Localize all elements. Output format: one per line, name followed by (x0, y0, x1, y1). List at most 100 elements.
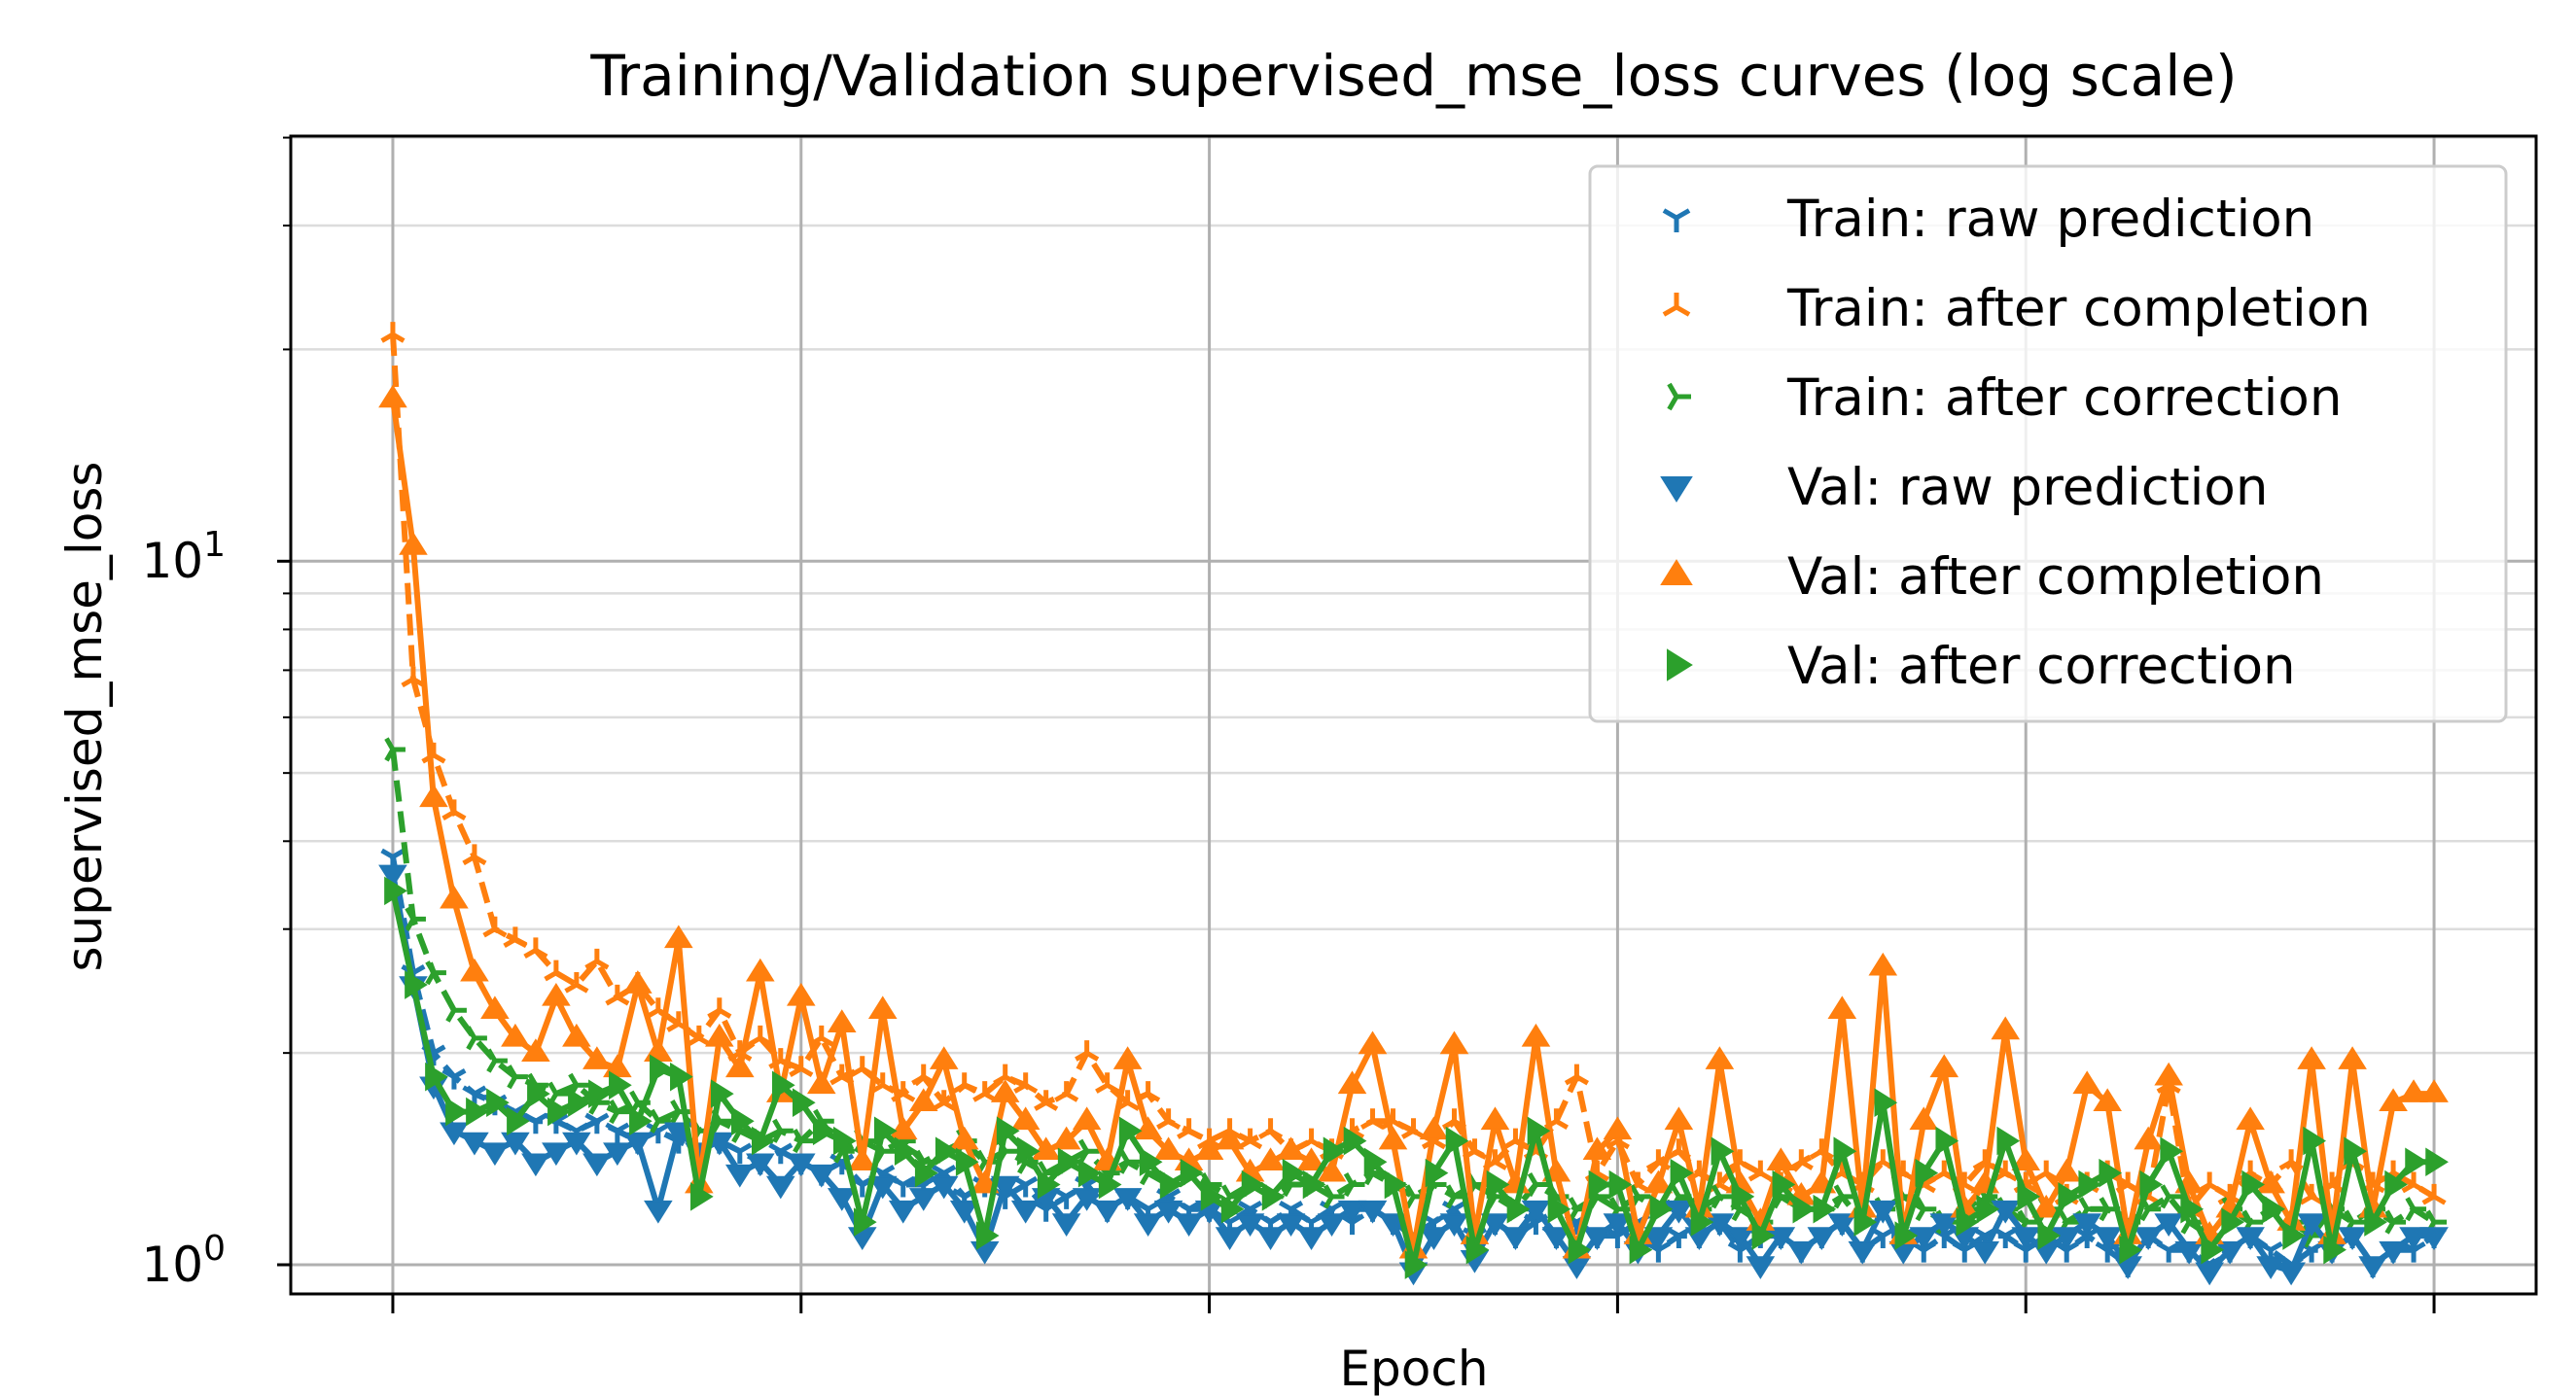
data-point-marker (378, 864, 407, 889)
data-point-marker (1013, 1072, 1039, 1094)
data-point-marker (1031, 1136, 1061, 1161)
data-point-marker (562, 1132, 591, 1156)
data-point-marker (1807, 1227, 1837, 1250)
data-point-marker (1915, 1158, 1939, 1188)
data-point-marker (1772, 1169, 1796, 1200)
data-point-marker (501, 1132, 530, 1156)
data-point-marker (1827, 1213, 1857, 1237)
data-point-marker (970, 1169, 1000, 1194)
data-point-marker (1358, 1030, 1388, 1055)
legend-marker-icon (1660, 476, 1693, 503)
data-point-marker (445, 997, 467, 1023)
data-point-marker (462, 844, 487, 866)
data-point-marker (521, 1038, 550, 1062)
data-point-marker (1711, 1136, 1735, 1167)
data-point-marker (1077, 1158, 1102, 1188)
data-point-marker (384, 876, 407, 906)
data-point-marker (929, 1046, 959, 1069)
legend: Train: raw prediction Train: after compl… (1588, 164, 2508, 723)
data-point-marker (2419, 1079, 2449, 1102)
data-point-marker (460, 958, 489, 982)
data-point-marker (1235, 1213, 1265, 1237)
data-point-marker (2160, 1136, 2184, 1167)
data-point-marker (853, 1207, 877, 1237)
data-point-marker (1541, 1227, 1571, 1250)
data-point-marker (1118, 1116, 1143, 1146)
data-point-marker (384, 737, 406, 762)
data-point-marker (1054, 1081, 1079, 1102)
data-point-marker (2384, 1209, 2407, 1235)
data-point-marker (2323, 1235, 2347, 1265)
data-point-marker (705, 1023, 734, 1047)
data-point-marker (644, 1200, 673, 1224)
y-tick-label-1: 101 (141, 525, 226, 589)
data-point-marker (793, 1129, 814, 1154)
data-point-marker (441, 1067, 467, 1090)
data-point-marker (1296, 1227, 1326, 1250)
data-point-marker (2405, 1197, 2427, 1222)
data-point-marker (2119, 1235, 2143, 1265)
data-point-marker (1827, 995, 1857, 1020)
data-point-marker (1343, 1126, 1367, 1156)
data-point-marker (460, 1132, 489, 1156)
data-point-marker (1337, 1200, 1367, 1224)
data-point-marker (609, 1070, 632, 1100)
data-point-marker (507, 1064, 528, 1090)
data-point-marker (1445, 1126, 1469, 1156)
data-point-marker (1929, 1213, 1959, 1237)
data-point-marker (425, 960, 446, 986)
data-point-marker (1664, 1200, 1694, 1224)
data-point-marker (1034, 1090, 1059, 1111)
data-point-marker (2037, 1221, 2062, 1250)
data-point-marker (789, 1056, 814, 1077)
data-point-marker (2134, 1126, 2163, 1150)
data-point-marker (1092, 1200, 1122, 1224)
data-point-marker (670, 1062, 693, 1092)
x-axis-label: Epoch (1339, 1341, 1488, 1396)
data-point-marker (2215, 1240, 2244, 1265)
data-point-marker (480, 1142, 510, 1167)
data-point-marker (1956, 1207, 1980, 1237)
data-point-marker (1095, 1072, 1120, 1094)
data-point-marker (1200, 1182, 1224, 1211)
data-point-marker (1215, 1126, 1245, 1150)
data-point-marker (2241, 1169, 2266, 1200)
data-point-marker (1010, 1106, 1041, 1131)
y-tick-label-0: 100 (141, 1229, 226, 1293)
data-point-marker (1853, 1207, 1878, 1237)
data-point-marker (806, 1070, 836, 1095)
data-point-marker (2031, 1194, 2062, 1218)
data-point-marker (771, 1070, 795, 1100)
series-layer (378, 322, 2449, 1286)
data-point-marker (2405, 1147, 2428, 1177)
data-point-marker (847, 1147, 877, 1171)
data-point-marker (1112, 1188, 1143, 1211)
legend-label-train-completion: Train: after completion (1786, 279, 2371, 338)
data-point-marker (605, 1122, 630, 1144)
data-point-marker (588, 1079, 612, 1108)
data-point-marker (501, 1023, 530, 1047)
data-point-marker (1363, 1147, 1388, 1177)
data-point-marker (1194, 1136, 1224, 1161)
data-point-marker (955, 1147, 979, 1177)
data-point-marker (503, 926, 528, 949)
data-point-marker (1664, 1106, 1694, 1131)
data-point-marker (707, 997, 732, 1019)
data-point-marker (1072, 1106, 1102, 1131)
data-point-marker (1970, 1240, 2000, 1265)
data-point-marker (711, 1079, 734, 1108)
data-point-marker (1894, 1221, 1919, 1250)
data-point-marker (1378, 1126, 1408, 1150)
data-point-marker (1215, 1227, 1245, 1250)
data-point-marker (1747, 1160, 1773, 1182)
data-point-marker (1159, 1169, 1183, 1200)
data-point-marker (2262, 1194, 2286, 1224)
data-point-marker (378, 384, 407, 408)
data-point-marker (935, 1136, 959, 1167)
legend-label-train-raw: Train: raw prediction (1786, 190, 2314, 249)
data-point-marker (1358, 1200, 1388, 1224)
data-point-marker (949, 1200, 979, 1224)
data-point-marker (542, 1142, 571, 1167)
data-point-marker (1276, 1136, 1306, 1161)
data-point-marker (2344, 1136, 2367, 1167)
